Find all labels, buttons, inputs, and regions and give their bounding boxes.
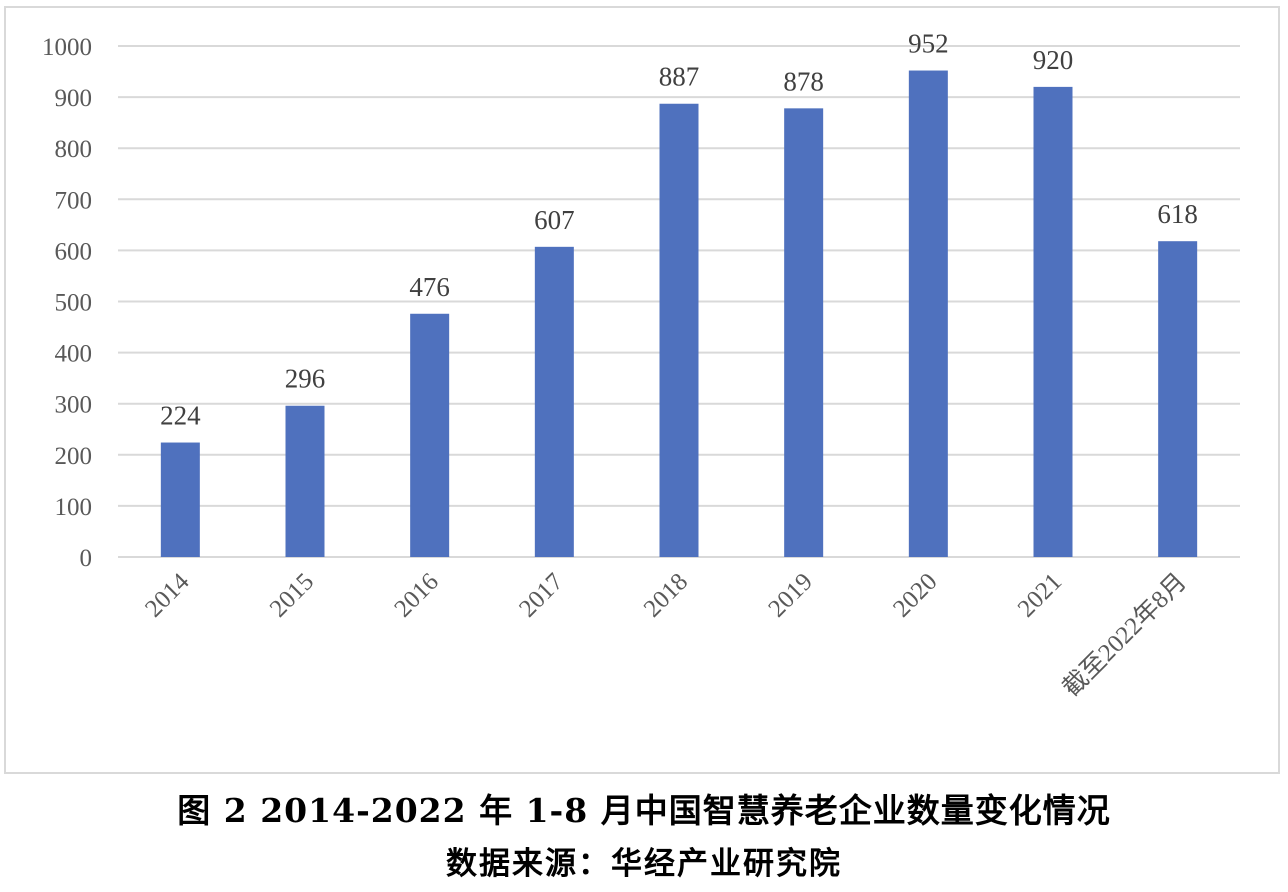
figure-caption: 图 2 2014-2022 年 1-8 月中国智慧养老企业数量变化情况 (177, 791, 1111, 830)
x-category-label-2018: 2018 (639, 568, 693, 622)
y-tick-label-400: 400 (55, 341, 93, 368)
y-tick-label-800: 800 (55, 136, 93, 163)
data-labels: 224 296 476 607 887 878 952 920 618 (160, 29, 1198, 431)
x-category-label-2019: 2019 (763, 568, 817, 622)
y-axis-ticks: 0 100 200 300 400 500 600 700 800 900 1000 (42, 34, 92, 572)
y-tick-label-300: 300 (55, 392, 93, 419)
x-category-label-2017: 2017 (514, 568, 568, 622)
bar-2020 (908, 70, 948, 557)
data-label-截至2022年8月: 618 (1157, 199, 1198, 229)
y-tick-label-700: 700 (55, 187, 93, 214)
data-source-note: 数据来源：华经产业研究院 (446, 846, 842, 882)
x-category-label-2021: 2021 (1013, 568, 1067, 622)
y-tick-label-900: 900 (55, 85, 93, 112)
bar-2014 (160, 442, 200, 557)
y-tick-label-200: 200 (55, 443, 93, 470)
bar-chart: 0 100 200 300 400 500 600 700 800 900 1000 224 296 4… (42, 29, 1240, 702)
data-label-2015: 296 (285, 364, 326, 394)
data-label-2018: 887 (659, 62, 700, 92)
bar-2015 (285, 405, 325, 557)
x-category-label-2020: 2020 (888, 568, 942, 622)
bar-2016 (410, 313, 450, 557)
bar-2018 (659, 103, 699, 558)
y-tick-label-1000: 1000 (42, 34, 92, 61)
x-category-label-2014: 2014 (140, 568, 195, 623)
bar-截至2022年8月 (1158, 241, 1198, 557)
data-label-2019: 878 (783, 66, 824, 96)
x-category-label-截至2022年8月: 截至2022年8月 (1057, 567, 1192, 702)
y-tick-label-100: 100 (55, 494, 93, 521)
bar-2019 (784, 108, 824, 557)
data-label-2020: 952 (908, 29, 949, 59)
y-tick-label-0: 0 (80, 545, 93, 572)
x-axis-categories: 2014 2015 2016 2017 2018 2019 2020 2021截至2022年8… (140, 567, 1192, 702)
y-tick-label-500: 500 (55, 290, 93, 317)
bar-2021 (1033, 86, 1073, 557)
x-category-label-2015: 2015 (265, 568, 319, 622)
y-tick-label-600: 600 (55, 238, 93, 265)
data-label-2017: 607 (534, 205, 575, 235)
bar-2017 (534, 246, 574, 557)
bars (160, 70, 1198, 558)
data-label-2014: 224 (160, 401, 201, 431)
data-label-2021: 920 (1033, 45, 1074, 75)
x-category-label-2016: 2016 (389, 568, 443, 622)
data-label-2016: 476 (409, 272, 450, 302)
